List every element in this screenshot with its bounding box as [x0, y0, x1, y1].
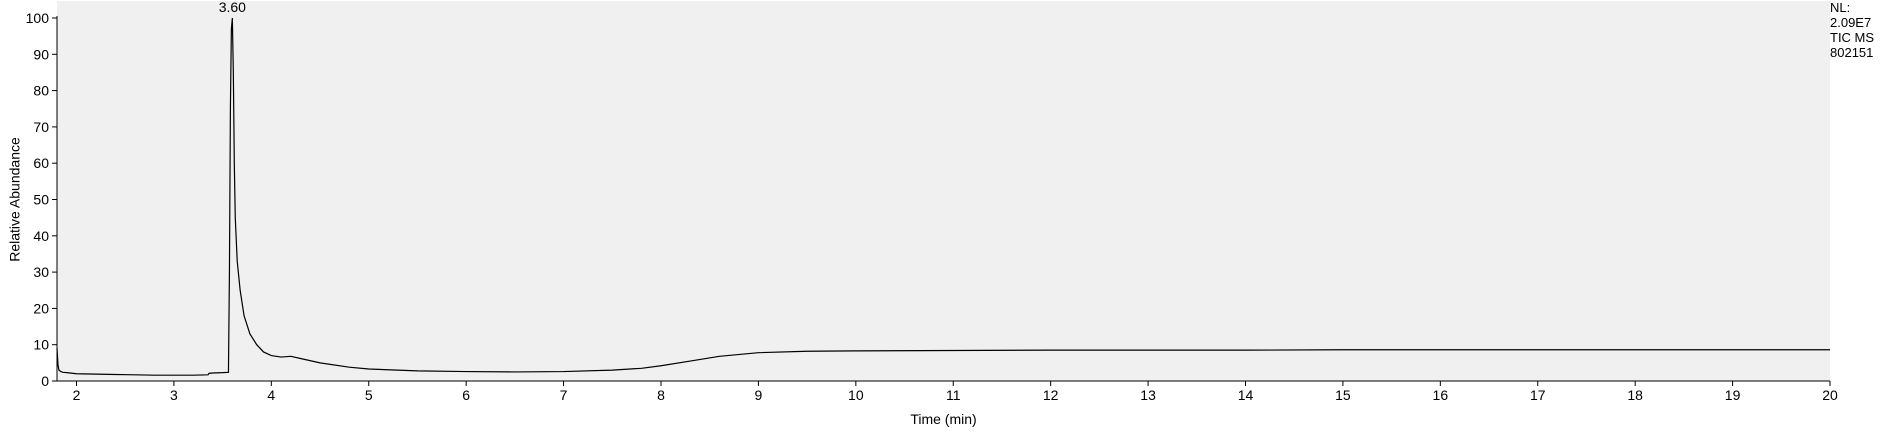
x-tick-label: 6	[462, 387, 470, 403]
x-tick-label: 8	[657, 387, 665, 403]
y-tick-label: 30	[33, 264, 49, 280]
nl-value: 2.09E7	[1830, 15, 1872, 30]
x-axis: 2 3 4 5 6 7 8 9 10 11 12 13 14 15 16 17 18 19 20	[57, 380, 1838, 403]
x-tick-label: 19	[1725, 387, 1741, 403]
x-tick-label: 5	[365, 387, 373, 403]
x-tick-label: 17	[1530, 387, 1546, 403]
x-tick-label: 10	[848, 387, 864, 403]
y-tick-label: 90	[33, 46, 49, 62]
peak-label: 3.60	[219, 0, 246, 15]
x-tick-label: 11	[946, 387, 961, 403]
x-tick-label: 4	[267, 387, 275, 403]
y-tick-label: 40	[33, 228, 49, 244]
file-id-label: 802151	[1830, 45, 1874, 60]
y-axis: 0 10 20 30 40 50 60 70 80 90 100	[26, 10, 58, 389]
nl-label: NL:	[1830, 0, 1851, 15]
x-tick-label: 12	[1043, 387, 1059, 403]
scan-info-panel: NL: 2.09E7 TIC MS 802151	[1830, 0, 1874, 60]
y-tick-label: 80	[33, 83, 49, 99]
y-tick-label: 10	[33, 337, 49, 353]
x-axis-title: Time (min)	[910, 411, 976, 427]
x-tick-label: 20	[1822, 387, 1838, 403]
y-tick-label: 20	[33, 300, 49, 316]
y-tick-label: 60	[33, 155, 49, 171]
x-tick-label: 15	[1335, 387, 1351, 403]
x-tick-label: 7	[560, 387, 568, 403]
x-tick-label: 13	[1140, 387, 1156, 403]
y-tick-label: 50	[33, 192, 49, 208]
y-tick-label: 70	[33, 119, 49, 135]
x-tick-label: 9	[755, 387, 763, 403]
x-tick-label: 3	[170, 387, 178, 403]
y-tick-label: 100	[26, 10, 50, 26]
x-tick-label: 14	[1238, 387, 1254, 403]
peak-labels: 3.60	[219, 0, 246, 15]
y-tick-label: 0	[41, 373, 49, 389]
scan-type-label: TIC MS	[1830, 30, 1875, 45]
y-axis-title: Relative Abundance	[7, 137, 23, 262]
x-tick-label: 2	[73, 387, 81, 403]
plot-area	[57, 1, 1830, 381]
x-tick-label: 18	[1627, 387, 1643, 403]
x-tick-label: 16	[1433, 387, 1449, 403]
tic-trace-line	[56, 17, 1830, 376]
